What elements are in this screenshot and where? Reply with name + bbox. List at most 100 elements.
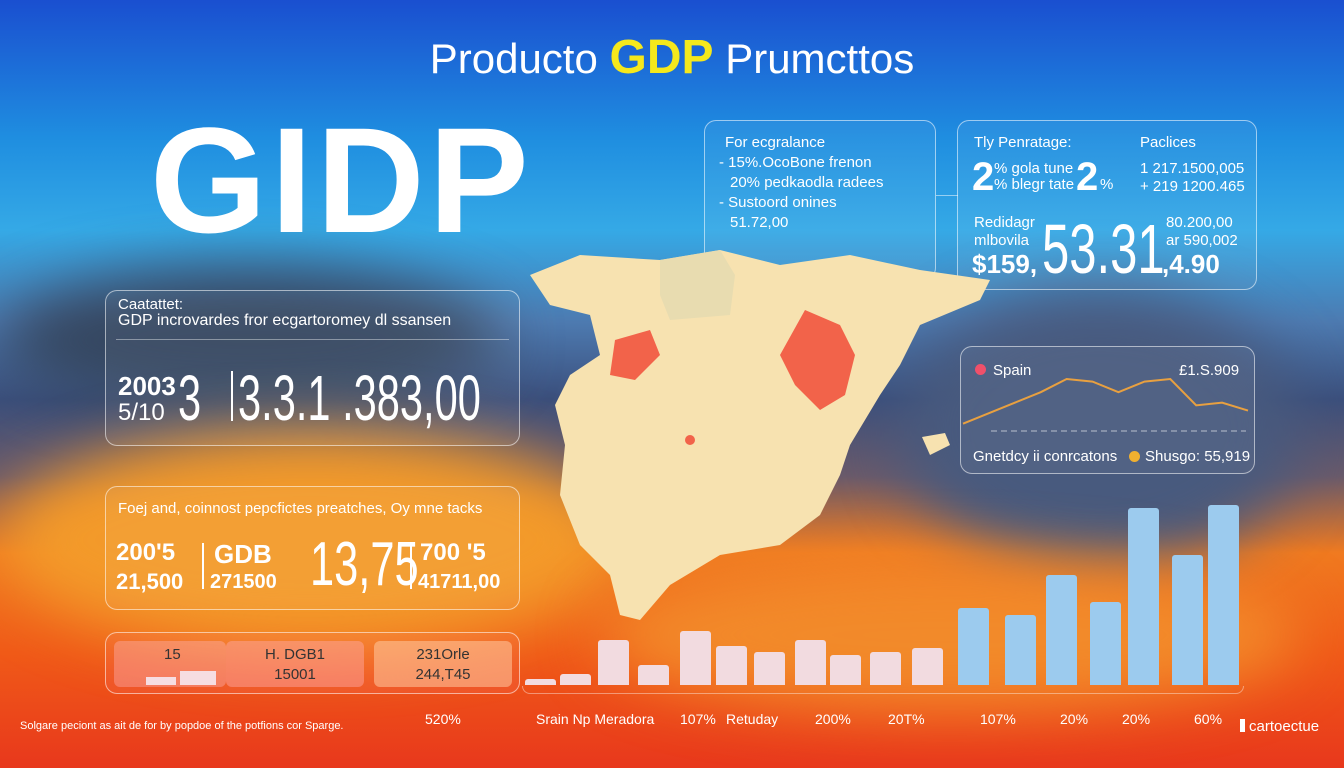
year-big: 3 — [178, 362, 202, 434]
year-top: 2003 — [118, 371, 176, 401]
panel-heading: Foej and, coinnost pepcfictes preatches,… — [118, 500, 483, 517]
legend-label: Spain — [993, 362, 1032, 379]
stat-value: 271500 — [210, 571, 277, 593]
price-value: + 219 1200.465 — [1140, 178, 1245, 195]
bar — [1172, 555, 1203, 685]
gdp-panel: Caatattet: GDP incrovardes fror ecgartor… — [105, 290, 520, 446]
x-axis-label: 20% — [1060, 711, 1089, 727]
box: H. DGB1 15001 — [226, 641, 364, 687]
x-axis-label: Retuday — [726, 711, 779, 727]
panel-line: - 15%.OcoBone frenon — [719, 154, 872, 171]
legend-dot — [1129, 451, 1140, 462]
brand-icon — [1240, 719, 1245, 732]
panel-heading: Caatattet: — [118, 296, 184, 313]
percentage-big: 2 — [1076, 155, 1099, 199]
box-value: 231Orle — [416, 646, 470, 663]
hero-text: GIDP — [150, 96, 533, 264]
percentage-text: % gola tune — [994, 160, 1074, 177]
percentage-panel: Tly Penratage: Paclices 2 % gola tune % … — [957, 120, 1257, 290]
x-axis-label: 60% — [1194, 711, 1223, 727]
price-value: 1 217.1500,005 — [1140, 160, 1245, 177]
percentage-big: 2 — [972, 155, 995, 199]
panel-line: 20% pedkaodla radees — [730, 174, 884, 191]
stat-value: 21,500 — [116, 569, 184, 594]
x-axis-label: 20% — [1122, 711, 1151, 727]
x-axis-label: 520% — [425, 711, 461, 727]
map-point — [685, 435, 695, 445]
line-chart — [962, 377, 1249, 432]
brand-logo: cartoectue — [1240, 718, 1319, 735]
map-region-highlight — [610, 330, 660, 380]
bar — [1046, 575, 1077, 685]
divider — [410, 543, 412, 589]
bar — [870, 652, 901, 685]
bottom-summary-panel: 15 H. DGB1 15001 231Orle 244,T45 — [105, 632, 520, 694]
stat-big: 13,75 — [310, 530, 419, 599]
mini-bar — [180, 671, 216, 685]
bar — [560, 674, 591, 685]
money-suffix: ,4.90 — [1162, 249, 1220, 279]
x-axis-label: 107% — [980, 711, 1016, 727]
stat-value: 41711,00 — [418, 571, 501, 593]
sub-label: mlbovila — [974, 232, 1030, 249]
box-value: 15 — [164, 646, 181, 663]
panel-line: - Sustoord onines — [719, 194, 837, 211]
map-island — [922, 433, 950, 455]
bar — [680, 631, 711, 685]
title-highlight: GDP — [609, 31, 714, 84]
divider — [231, 371, 233, 421]
bar — [716, 646, 747, 685]
money-prefix: $159, — [972, 249, 1038, 279]
box-value: 244,T45 — [415, 666, 471, 683]
bar — [1005, 615, 1036, 685]
year-bottom: 5/10 — [118, 399, 165, 426]
connector-line — [936, 195, 958, 196]
stat-value: 700 '5 — [420, 539, 486, 566]
bar-axis — [522, 686, 1244, 694]
map-mainland — [530, 250, 990, 620]
bottom-label: Gnetdcy ii conrcatons — [973, 448, 1118, 465]
map-region-north — [660, 250, 735, 320]
bottom-value: Shusgo: 55,919 — [1145, 448, 1251, 465]
box-value: H. DGB1 — [264, 646, 325, 663]
summary-panel: For ecgralance - 15%.OcoBone frenon 20% … — [704, 120, 936, 280]
brand-text: cartoectue — [1249, 718, 1320, 735]
panel-heading: For ecgralance — [725, 134, 826, 151]
percentage-label: Tly Penratage: — [974, 134, 1072, 151]
page-title: Producto GDP Prumcttos — [0, 30, 1344, 85]
top-value: £1.S.909 — [1179, 362, 1240, 379]
bar — [912, 648, 943, 685]
bar — [1128, 508, 1159, 685]
box-value: 15001 — [274, 666, 316, 683]
box: 231Orle 244,T45 — [374, 641, 512, 687]
bar — [958, 608, 989, 685]
x-axis-label: 200% — [815, 711, 851, 727]
bar — [1090, 602, 1121, 685]
bar — [754, 652, 785, 685]
panel-line: 51.72,00 — [730, 214, 789, 231]
x-axis-label: 107% — [680, 711, 716, 727]
prices-label: Paclices — [1140, 134, 1196, 151]
percentage-text: % blegr tate — [994, 176, 1075, 193]
stat-value: 200'5 — [116, 539, 176, 566]
line-chart-panel: Spain £1.S.909 Gnetdcy ii conrcatons Shu… — [960, 346, 1255, 474]
panel-subheading: GDP incrovardes fror ecgartoromey dl ssa… — [118, 312, 452, 329]
bar — [598, 640, 629, 685]
title-prefix: Producto — [429, 35, 598, 82]
box: 15 — [114, 641, 226, 687]
percentage-sign: % — [1100, 176, 1114, 193]
gdp-value: 3.3.1 .383,00 — [238, 362, 481, 434]
x-axis-label: Srain Np Meradora — [536, 711, 655, 727]
bar — [830, 655, 861, 685]
money-big: 53.31 — [1042, 210, 1165, 288]
map-region-highlight — [780, 310, 855, 410]
bar — [525, 679, 556, 685]
side-value: 80.200,00 — [1166, 214, 1233, 231]
bar — [1208, 505, 1239, 685]
mini-bar — [146, 677, 176, 685]
legend-dot — [975, 364, 986, 375]
side-value: ar 590,002 — [1166, 232, 1238, 249]
background-blur — [0, 430, 620, 650]
stat-label: GDB — [214, 539, 272, 569]
title-suffix: Prumcttos — [725, 35, 915, 82]
